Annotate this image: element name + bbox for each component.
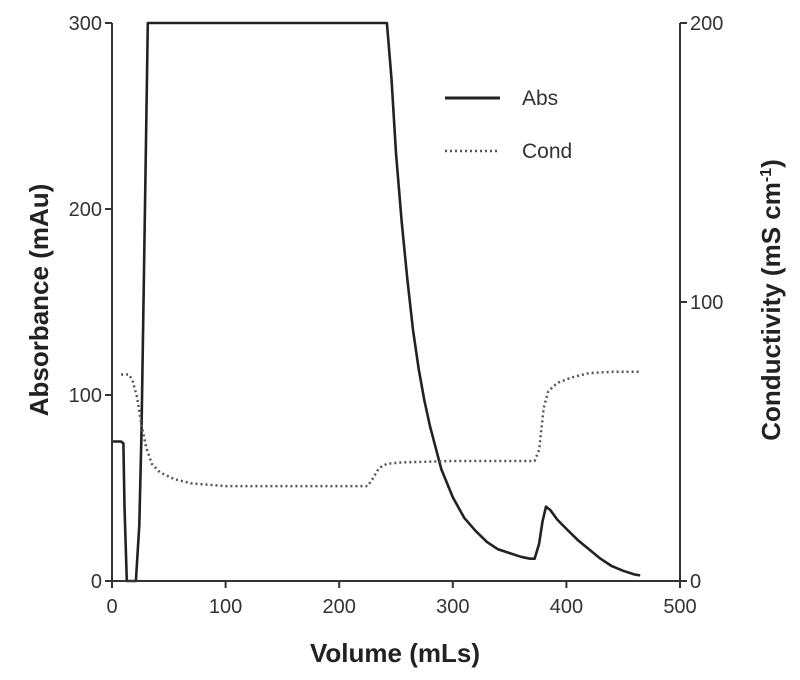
y-right-tick-label: 100 (690, 292, 723, 314)
x-tick-label: 0 (106, 596, 117, 618)
y-left-tick-label: 300 (69, 13, 102, 35)
series-line-abs (112, 21, 641, 583)
x-axis-label: Volume (mLs) (310, 638, 480, 668)
series-line-cond (121, 370, 641, 488)
y-right-tick-label: 200 (690, 13, 723, 35)
y-left-tick-label: 0 (91, 571, 102, 593)
x-tick-label: 400 (550, 596, 583, 618)
x-tick-label: 200 (323, 596, 356, 618)
y-left-tick-label: 100 (69, 385, 102, 407)
x-tick-label: 100 (209, 596, 242, 618)
x-tick-label: 300 (436, 596, 469, 618)
legend-label-cond: Cond (522, 140, 572, 163)
y-axis-right-label-sup: -1 (758, 168, 775, 182)
x-tick-label: 500 (663, 596, 696, 618)
legend-label-abs: Abs (522, 87, 558, 110)
y-axis-right-label-close: ) (756, 159, 786, 168)
y-axis-right-label-main: Conductivity (mS cm (756, 182, 786, 441)
y-left-tick-label: 200 (69, 199, 102, 221)
legend: Abs Cond (445, 87, 572, 163)
y-right-tick-label: 0 (690, 571, 701, 593)
y-axis-right-label: Conductivity (mS cm-1) (756, 159, 786, 441)
y-axis-left-label: Absorbance (mAu) (24, 184, 54, 417)
